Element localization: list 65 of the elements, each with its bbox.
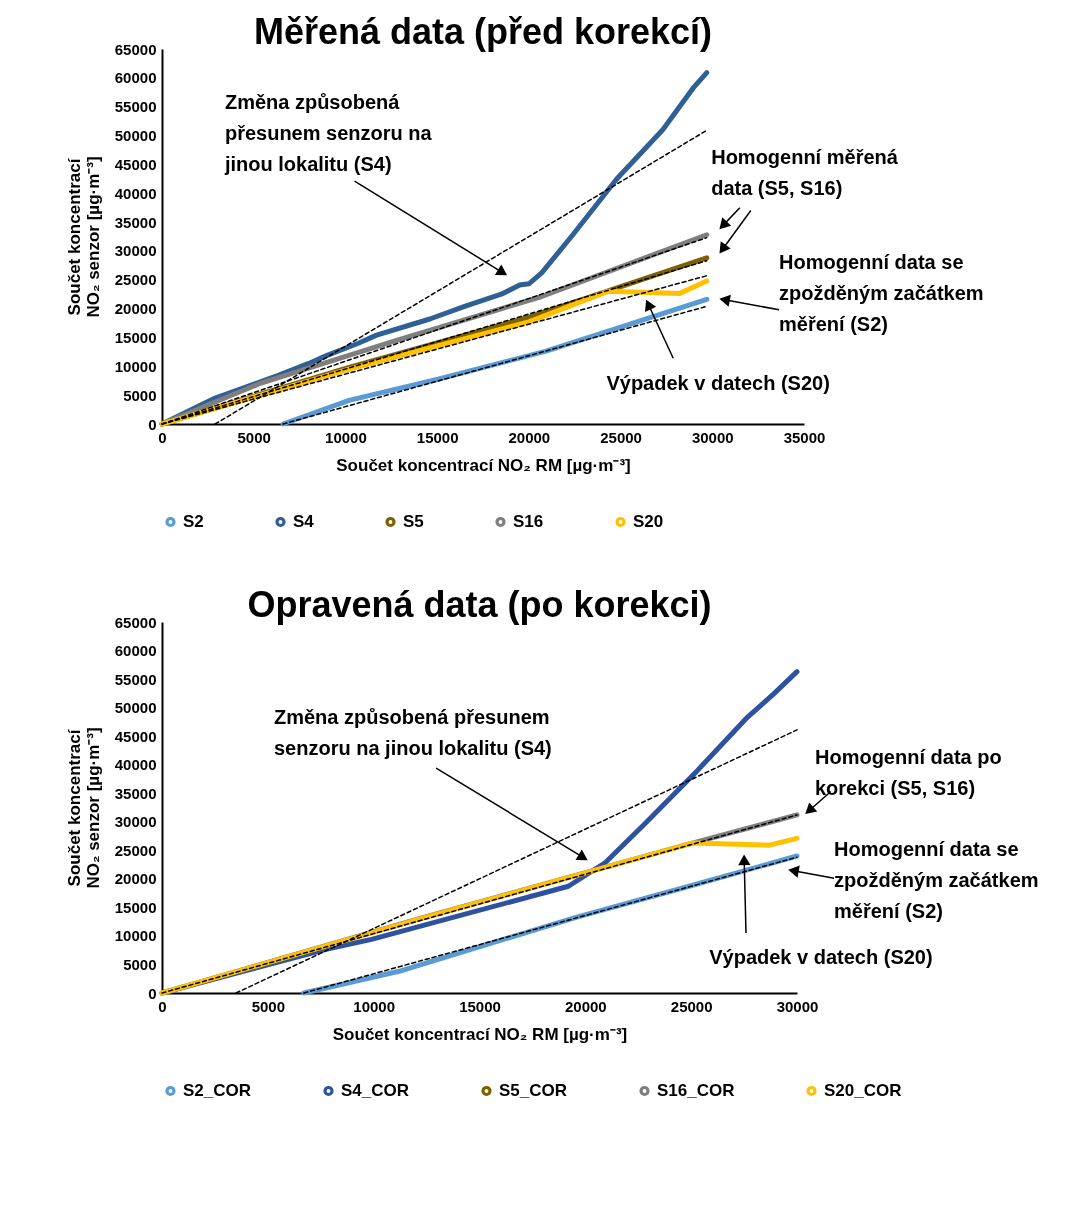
text: Homogenní data po korekci (S5, S16): [814, 745, 1002, 799]
x-tick-label: 5000: [237, 428, 271, 446]
legend-label: S4_COR: [341, 1080, 410, 1100]
y-tick-label: 0: [148, 415, 157, 433]
y-tick-label: 5000: [123, 955, 157, 973]
annotation: Změna způsobená přesunem senzoru na jinou lokalitu (S4): [273, 706, 552, 760]
y-tick-label: 40000: [114, 184, 157, 202]
chart-title: Opravená data (po korekci): [247, 584, 712, 625]
annotation: Homogenní měřená data (S5, S16): [711, 146, 899, 200]
y-tick-label: 45000: [114, 727, 157, 745]
y-tick-label: 20000: [114, 300, 157, 318]
y-tick-label: 65000: [114, 40, 157, 58]
x-tick-label: 25000: [670, 997, 713, 1015]
y-tick-label: 55000: [114, 98, 157, 116]
y-tick-label: 55000: [114, 670, 157, 688]
y-tick-label: 60000: [114, 642, 157, 660]
chart-title: Měřená data (před korekcí): [253, 11, 713, 52]
legend-label: S20: [633, 511, 664, 531]
y-tick-label: 10000: [114, 357, 157, 375]
x-tick-label: 30000: [691, 428, 734, 446]
y-tick-label: 35000: [114, 784, 157, 802]
y-tick-label: 15000: [114, 328, 157, 346]
legend-label: S5: [403, 511, 424, 531]
x-tick-label: 10000: [325, 428, 367, 446]
x-tick-label: 15000: [459, 997, 501, 1015]
x-tick-label: 35000: [783, 428, 826, 446]
x-tick-label: 10000: [353, 997, 396, 1015]
y-tick-label: 65000: [114, 613, 157, 631]
y-axis-title: Součet koncentrací NO₂ senzor [µg·m⁻³]: [64, 156, 103, 318]
x-axis-title: Součet koncentrací NO₂ RM [µg·m⁻³]: [332, 1024, 628, 1044]
y-tick-label: 45000: [114, 155, 157, 173]
y-tick-label: 50000: [114, 127, 157, 145]
y-tick-label: 40000: [114, 756, 157, 774]
legend-label: S16_COR: [657, 1080, 735, 1100]
annotation: Homogenní data se zpožděným začátkem měření (S2): [779, 251, 984, 336]
x-tick-label: 15000: [416, 428, 459, 446]
legend-label: S5_COR: [499, 1080, 568, 1100]
y-tick-label: 30000: [114, 242, 157, 260]
y-tick-label: 30000: [114, 813, 157, 831]
y-tick-label: 35000: [114, 213, 157, 231]
y-tick-label: 0: [148, 984, 157, 1002]
legend-label: S2_COR: [183, 1080, 252, 1100]
x-tick-label: 25000: [600, 428, 642, 446]
y-tick-label: 10000: [114, 927, 157, 945]
x-tick-label: 20000: [564, 997, 607, 1015]
annotation: Výpadek v datech (S20): [709, 946, 933, 969]
x-tick-label: 20000: [508, 428, 551, 446]
y-tick-label: 5000: [123, 386, 157, 404]
y-tick-label: 25000: [114, 271, 157, 289]
y-tick-label: 20000: [114, 870, 157, 888]
annotation: Výpadek v datech (S20): [606, 372, 830, 395]
annotation: Změna způsobená přesunem senzoru na jinou lokalitu (S4): [223, 90, 433, 175]
legend-label: S20_COR: [824, 1080, 902, 1100]
text: Homogenní data se zpožděným začátkem měření (S2): [834, 838, 1039, 923]
legend-label: S4: [293, 511, 315, 531]
y-axis-title: Součet koncentrací NO₂ senzor [µg·m⁻³]: [64, 727, 103, 889]
y-tick-label: 15000: [114, 898, 157, 916]
legend-label: S16: [513, 511, 544, 531]
x-tick-label: 5000: [251, 997, 286, 1015]
x-tick-label: 30000: [776, 997, 819, 1015]
y-tick-label: 25000: [114, 841, 157, 859]
x-axis-title: Součet koncentrací NO₂ RM [µg·m⁻³]: [336, 455, 631, 475]
y-tick-label: 50000: [114, 699, 157, 717]
y-tick-label: 60000: [114, 69, 157, 87]
legend-label: S2: [183, 511, 204, 531]
